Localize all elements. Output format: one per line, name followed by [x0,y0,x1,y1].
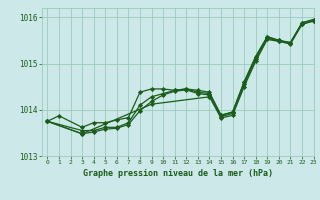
X-axis label: Graphe pression niveau de la mer (hPa): Graphe pression niveau de la mer (hPa) [83,169,273,178]
